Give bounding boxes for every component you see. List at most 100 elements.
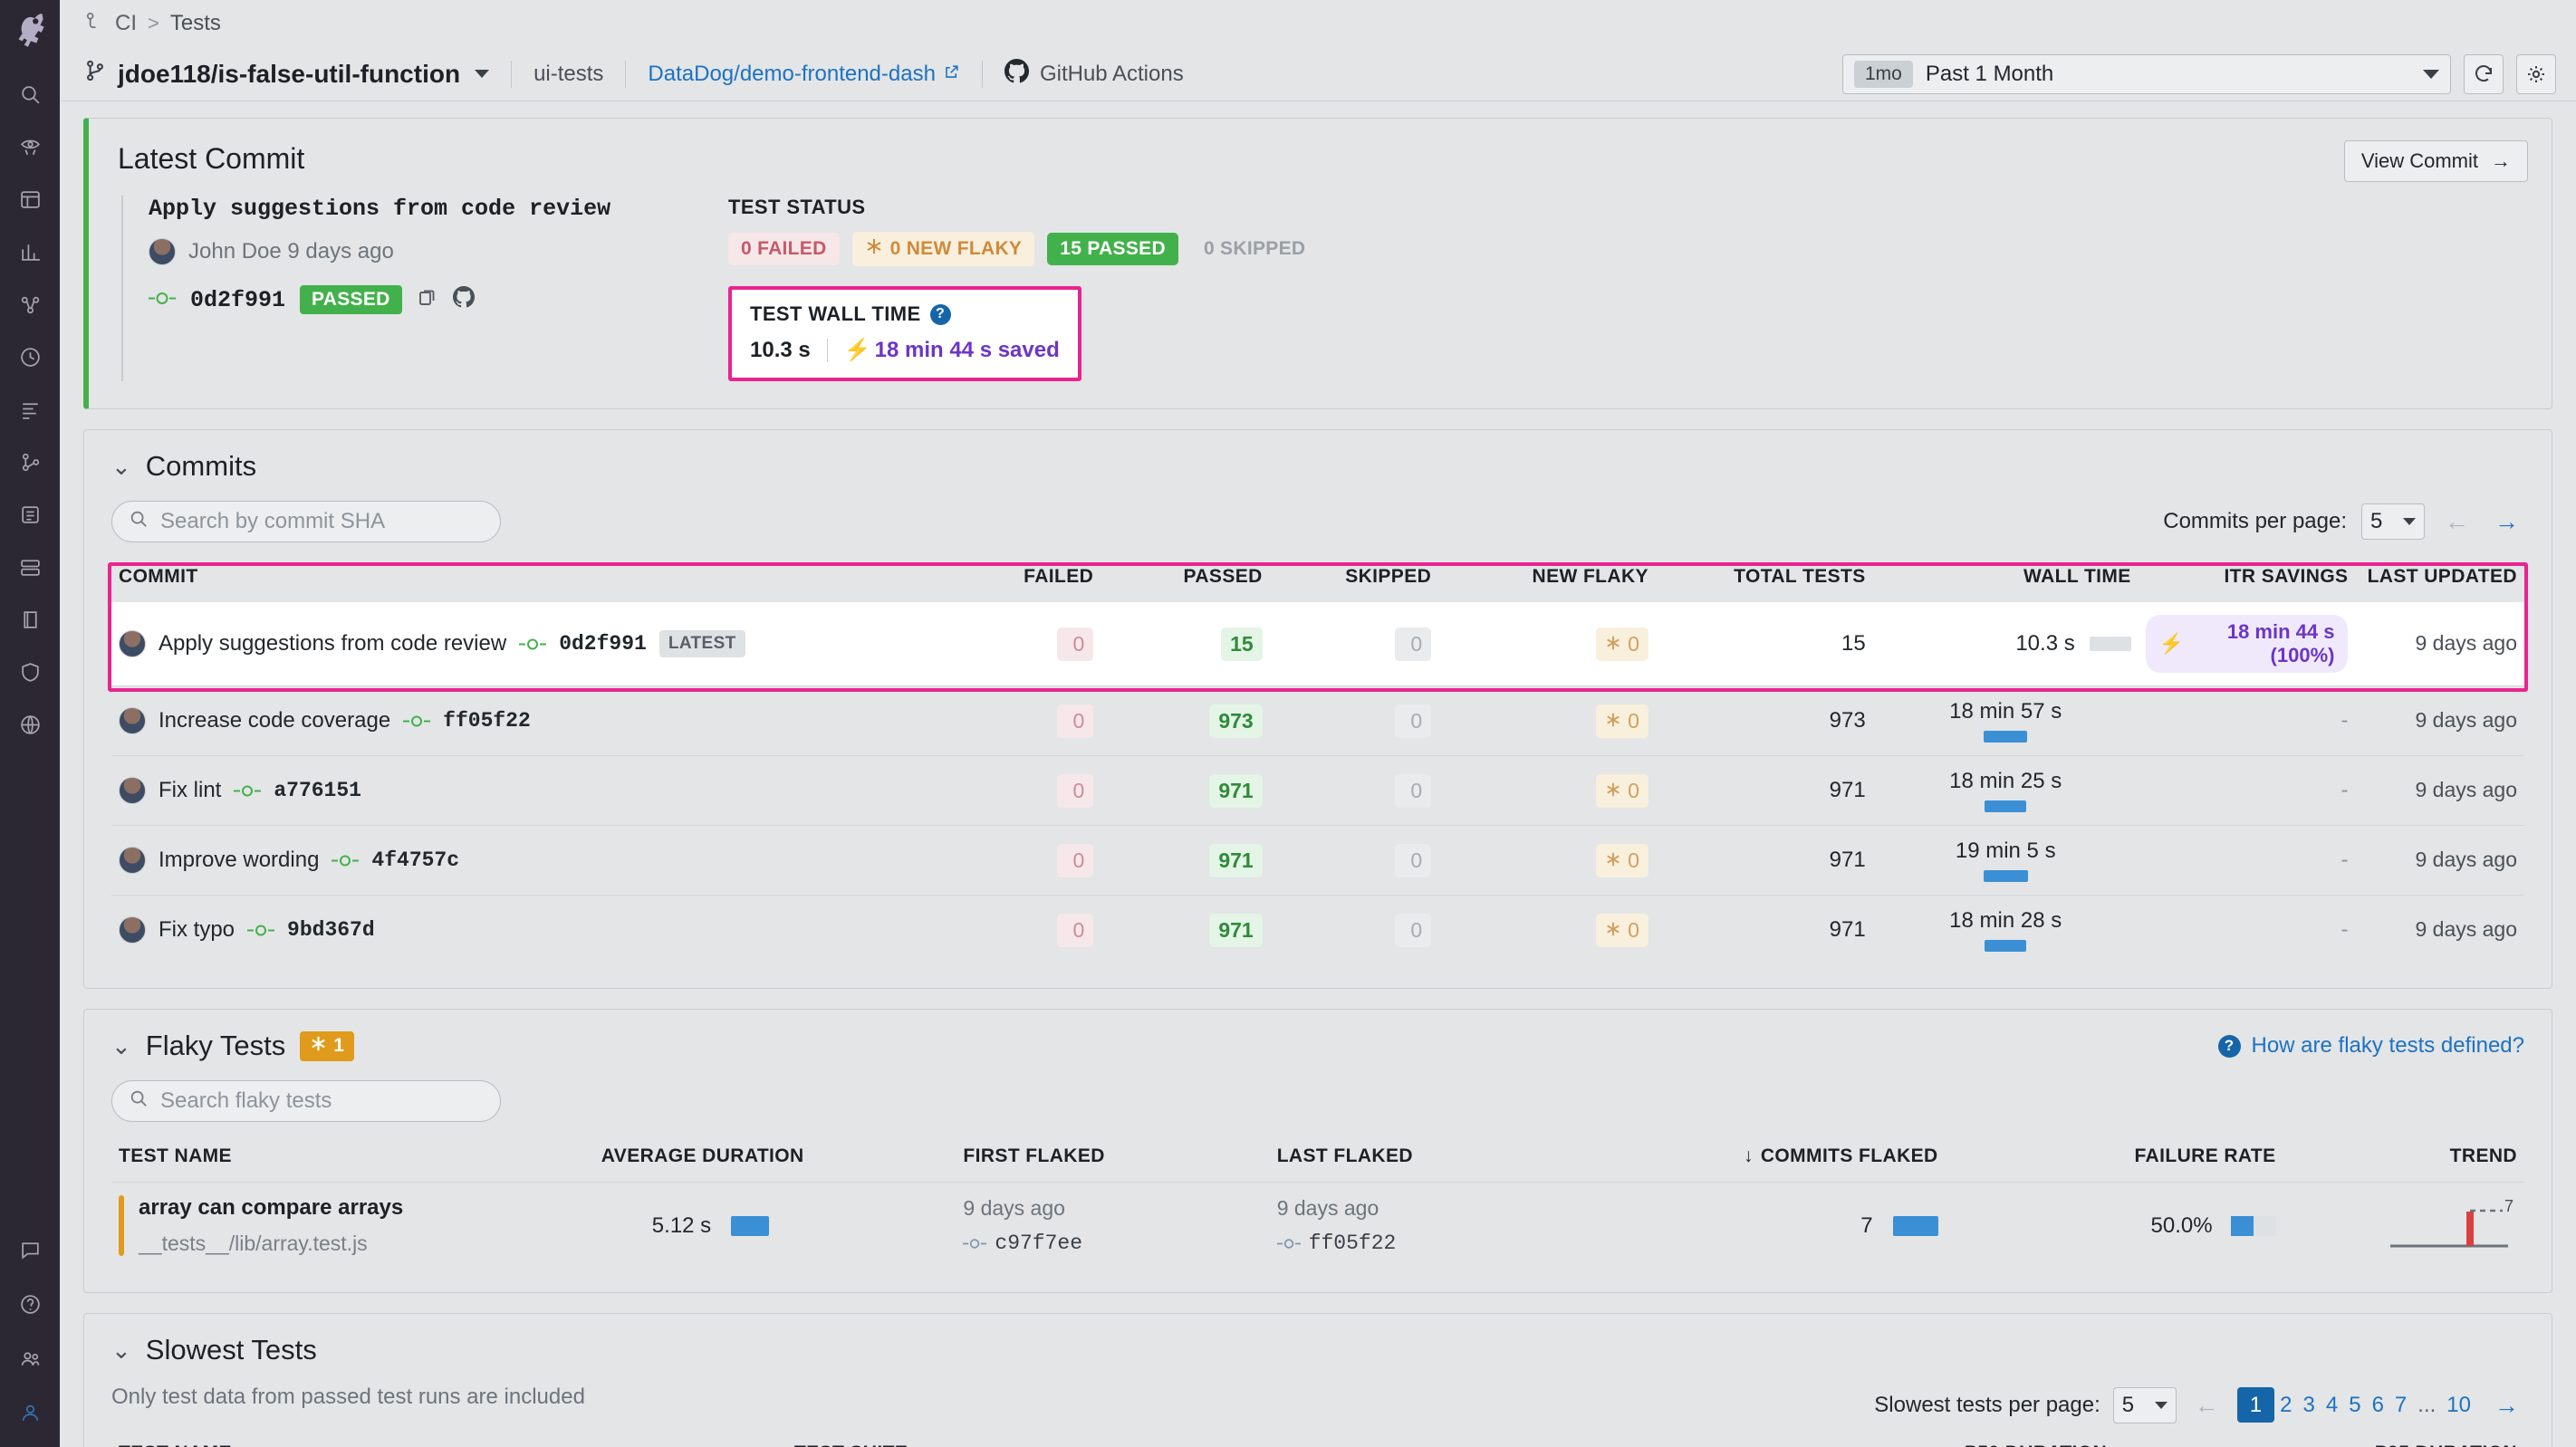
logs-icon[interactable] <box>10 494 50 534</box>
github-icon[interactable] <box>452 285 475 314</box>
page-3[interactable]: 3 <box>2302 1393 2315 1417</box>
page-1[interactable]: 1 <box>2236 1387 2275 1423</box>
col-commits-flaked[interactable]: ↓ COMMITS FLAKED <box>1608 1136 1946 1183</box>
commit-sha[interactable]: 0d2f991 <box>190 286 286 313</box>
table-row[interactable]: Increase code coverage ff05f22 0 973 0 0 973 18… <box>111 685 2524 756</box>
chevron-down-icon[interactable] <box>475 70 490 78</box>
commit-message: Increase code coverage <box>159 708 391 733</box>
datadog-logo-icon[interactable] <box>6 5 53 58</box>
slowest-next-page[interactable]: → <box>2494 1391 2519 1419</box>
col-passed[interactable]: PASSED <box>1183 566 1263 587</box>
security-icon[interactable] <box>10 652 50 692</box>
cell-commit[interactable]: Increase code coverage ff05f22 <box>111 685 932 756</box>
cell-failed: 0 <box>931 895 1101 964</box>
synthetics-icon[interactable] <box>10 337 50 377</box>
col-itr-savings[interactable]: ITR SAVINGS <box>2224 566 2349 587</box>
cell-test-name[interactable]: array can compare arrays __tests__/lib/ar… <box>111 1182 594 1269</box>
page-10[interactable]: 10 <box>2446 1393 2471 1417</box>
refresh-icon[interactable] <box>2464 53 2504 94</box>
col-failure-rate[interactable]: FAILURE RATE <box>2134 1145 2276 1166</box>
table-row[interactable]: Apply suggestions from code review 0d2f99… <box>111 602 2524 686</box>
col-first-flaked[interactable]: FIRST FLAKED <box>963 1145 1105 1166</box>
page-6[interactable]: 6 <box>2371 1393 2384 1417</box>
commit-sha[interactable]: a776151 <box>274 779 361 802</box>
page-ellipsis: ... <box>2417 1393 2437 1417</box>
profiler-icon[interactable] <box>10 389 50 429</box>
cell-commit[interactable]: Improve wording 4f4757c <box>111 825 932 896</box>
apm-icon[interactable] <box>10 284 50 324</box>
commit-sha[interactable]: 9bd367d <box>287 918 375 942</box>
col-last-flaked[interactable]: LAST FLAKED <box>1276 1145 1413 1166</box>
slowest-per-page-select[interactable]: 5 <box>2112 1387 2177 1423</box>
flaky-search-field[interactable] <box>160 1088 484 1114</box>
page-7[interactable]: 7 <box>2394 1393 2408 1417</box>
wall-time-saved: ⚡ 18 min 44 s saved <box>844 337 1060 363</box>
team-icon[interactable] <box>10 1338 50 1378</box>
page-2[interactable]: 2 <box>2280 1393 2292 1417</box>
infrastructure-icon[interactable] <box>10 547 50 587</box>
user-avatar-icon[interactable] <box>10 1393 50 1433</box>
table-row[interactable]: Fix lint a776151 0 971 0 0 971 18 min 25 s-9 da… <box>111 755 2524 826</box>
help-icon[interactable] <box>10 1284 50 1324</box>
cell-commit[interactable]: Apply suggestions from code review 0d2f99… <box>111 602 932 686</box>
support-chat-icon[interactable] <box>10 1230 50 1270</box>
col-commit[interactable]: COMMIT <box>119 566 198 587</box>
col-skipped[interactable]: SKIPPED <box>1345 566 1432 587</box>
repository-link[interactable]: DataDog/demo-frontend-dash <box>648 62 960 87</box>
flaky-table-body: array can compare arrays __tests__/lib/ar… <box>111 1182 2524 1269</box>
col-trend[interactable]: TREND <box>2449 1145 2517 1166</box>
flaky-help-link[interactable]: ? How are flaky tests defined? <box>2217 1033 2524 1059</box>
col-p50-duration[interactable]: ↓ P50 DURATION <box>1656 1433 2114 1447</box>
chevron-down-icon[interactable]: ⌄ <box>111 452 131 480</box>
metrics-icon[interactable] <box>10 232 50 272</box>
time-range-selector[interactable]: 1mo Past 1 Month <box>1842 53 2451 94</box>
commit-sha[interactable]: ff05f22 <box>443 709 531 733</box>
col-new-flaky[interactable]: NEW FLAKY <box>1532 566 1648 587</box>
commit-node-icon <box>963 1237 987 1251</box>
commit-search-input[interactable] <box>111 501 501 542</box>
chevron-down-icon[interactable]: ⌄ <box>111 1031 131 1059</box>
service-name[interactable]: ui-tests <box>533 61 604 86</box>
commits-prev-page[interactable]: ← <box>2445 507 2469 535</box>
gear-icon[interactable] <box>2516 53 2556 94</box>
view-commit-button[interactable]: View Commit → <box>2343 140 2528 182</box>
page-4[interactable]: 4 <box>2325 1393 2339 1417</box>
col-total-tests[interactable]: TOTAL TESTS <box>1734 566 1866 587</box>
copy-icon[interactable] <box>417 286 438 314</box>
commit-search-field[interactable] <box>160 509 484 534</box>
ci-icon[interactable] <box>10 442 50 482</box>
watchdog-icon[interactable] <box>10 127 50 167</box>
col-test-name[interactable]: TEST NAME <box>119 1145 232 1166</box>
view-commit-label: View Commit <box>2360 149 2478 172</box>
col-wall-time[interactable]: WALL TIME <box>2023 566 2131 587</box>
table-row[interactable]: Fix typo 9bd367d 0 971 0 0 971 18 min 28 s-9 da… <box>111 895 2524 964</box>
branch-selector[interactable]: jdoe118/is-false-util-function <box>83 59 490 89</box>
notebooks-icon[interactable] <box>10 599 50 639</box>
question-icon[interactable]: ? <box>929 303 951 325</box>
col-failed[interactable]: FAILED <box>1024 566 1094 587</box>
chevron-down-icon[interactable]: ⌄ <box>111 1336 131 1364</box>
col-p95-duration[interactable]: P95 DURATION <box>2114 1433 2524 1447</box>
dashboards-icon[interactable] <box>10 179 50 219</box>
page-5[interactable]: 5 <box>2349 1393 2361 1417</box>
table-row[interactable]: array can compare arrays __tests__/lib/ar… <box>111 1182 2524 1269</box>
commit-sha[interactable]: 4f4757c <box>371 848 460 872</box>
cell-commit[interactable]: Fix typo 9bd367d <box>111 895 932 964</box>
chevron-down-icon[interactable] <box>2423 69 2439 79</box>
col-test-name[interactable]: TEST NAME <box>111 1433 787 1447</box>
commit-author: John Doe 9 days ago <box>149 238 719 265</box>
flaky-search-input[interactable] <box>111 1080 501 1122</box>
commit-sha[interactable]: 0d2f991 <box>559 632 647 656</box>
col-average-duration[interactable]: AVERAGE DURATION <box>601 1145 804 1166</box>
commits-next-page[interactable]: → <box>2494 507 2519 535</box>
col-last-updated[interactable]: LAST UPDATED <box>2367 566 2517 587</box>
col-test-suite[interactable]: TEST SUITE <box>787 1433 1656 1447</box>
search-icon[interactable] <box>10 74 50 114</box>
cell-commit[interactable]: Fix lint a776151 <box>111 755 932 826</box>
rum-icon[interactable] <box>10 704 50 744</box>
slowest-per-page-value: 5 <box>2121 1393 2135 1417</box>
table-row[interactable]: Improve wording 4f4757c 0 971 0 0 971 19 min 5 … <box>111 825 2524 896</box>
breadcrumb-root[interactable]: CI <box>115 11 137 35</box>
commits-per-page-select[interactable]: 5 <box>2361 503 2425 540</box>
slowest-prev-page[interactable]: ← <box>2194 1391 2219 1419</box>
